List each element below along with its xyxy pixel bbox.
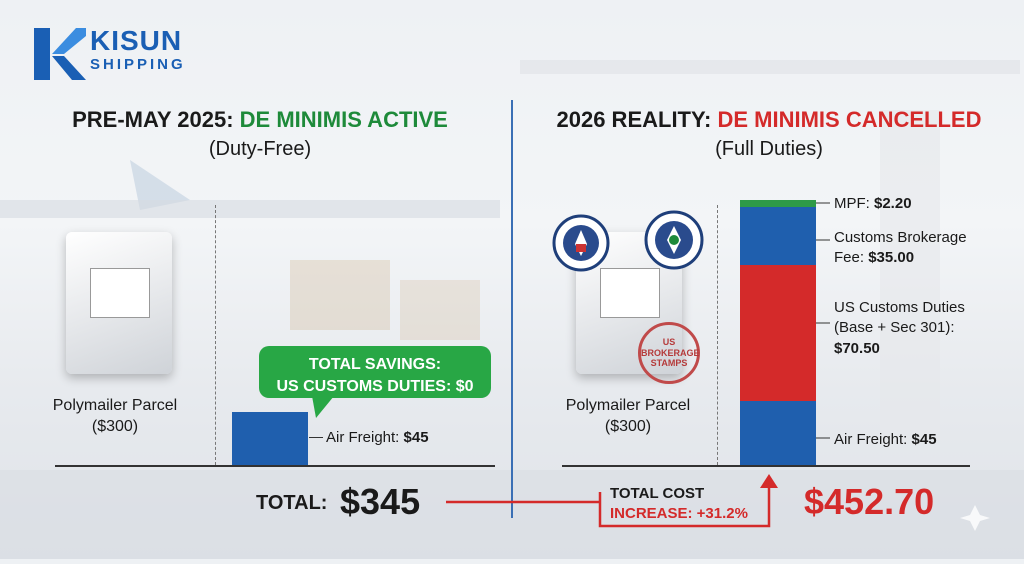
brokerage-stamp-icon: US BROKERAGE STAMPS xyxy=(638,322,700,384)
left-freight-text: Air Freight: xyxy=(326,429,404,446)
right-total-value: $452.70 xyxy=(804,481,935,522)
cost-increase-callout: TOTAL COST INCREASE: +31.2% xyxy=(610,484,748,523)
right-dashed-guide xyxy=(717,205,718,465)
brokerage-label: Customs Brokerage Fee: $35.00 xyxy=(834,228,967,269)
increase-arrow-icon xyxy=(446,470,791,530)
left-baseline xyxy=(55,465,495,467)
right-parcel-caption: Polymailer Parcel ($300) xyxy=(553,396,703,438)
left-air-freight-bar xyxy=(232,412,308,465)
left-parcel-image xyxy=(66,232,172,374)
dhs-seal-icon xyxy=(552,214,610,272)
stacked-cost-bar xyxy=(740,200,816,465)
left-parcel-caption: Polymailer Parcel ($300) xyxy=(40,396,190,438)
brand-subtitle: SHIPPING xyxy=(90,56,186,73)
duties-label: US Customs Duties (Base + Sec 301): $70.… xyxy=(834,298,965,359)
center-divider xyxy=(511,100,513,518)
segment-ticks xyxy=(816,195,832,445)
right-baseline xyxy=(562,465,970,467)
duties-value: $70.50 xyxy=(834,339,880,357)
right-air-freight-label: Air Freight: $45 xyxy=(834,430,937,450)
left-heading: PRE-MAY 2025: DE MINIMIS ACTIVE xyxy=(20,107,500,133)
right-parcel-value: ($300) xyxy=(604,417,652,435)
air-freight-segment xyxy=(740,401,816,465)
right-heading: 2026 REALITY: DE MINIMIS CANCELLED xyxy=(524,107,1014,133)
right-parcel-label: Polymailer Parcel xyxy=(565,397,691,414)
savings-callout-pointer xyxy=(312,396,334,420)
left-freight-value: $45 xyxy=(403,429,429,446)
left-parcel-label: Polymailer Parcel xyxy=(52,397,178,414)
mpf-segment xyxy=(740,200,816,207)
mpf-label: MPF: $2.20 xyxy=(834,194,912,214)
savings-line-1: TOTAL SAVINGS: xyxy=(308,356,442,373)
brand-logo-text: KISUN SHIPPING xyxy=(90,25,186,73)
left-parcel-value: ($300) xyxy=(91,417,139,435)
parcel-shipping-label xyxy=(90,268,150,318)
left-heading-prefix: PRE-MAY 2025: xyxy=(72,107,240,132)
increase-line-1: TOTAL COST xyxy=(610,485,705,502)
right-heading-highlight: DE MINIMIS CANCELLED xyxy=(717,107,982,132)
savings-callout: TOTAL SAVINGS: US CUSTOMS DUTIES: $0 xyxy=(259,346,491,398)
homeland-security-seal-icon xyxy=(644,210,704,270)
left-total-label: TOTAL: xyxy=(256,492,328,514)
left-air-freight-label: Air Freight: $45 xyxy=(326,428,429,448)
duties-text-2: (Base + Sec 301): xyxy=(834,319,955,337)
left-freight-tick xyxy=(309,437,323,438)
duties-segment xyxy=(740,265,816,401)
stamp-line-3: STAMPS xyxy=(650,358,688,369)
left-subheading: (Duty-Free) xyxy=(208,138,312,160)
brokerage-text-2: Fee: xyxy=(834,249,869,267)
savings-line-2: US CUSTOMS DUTIES: $0 xyxy=(276,377,474,395)
right-freight-text: Air Freight: xyxy=(834,431,912,448)
increase-line-2: INCREASE: +31.2% xyxy=(610,504,748,522)
kisun-logo-icon xyxy=(30,26,86,82)
stamp-line-2: BROKERAGE xyxy=(641,347,700,358)
brokerage-value: $35.00 xyxy=(868,249,915,267)
left-dashed-guide xyxy=(215,205,216,465)
mpf-value: $2.20 xyxy=(874,195,912,212)
stamp-line-1: US xyxy=(662,337,676,348)
brokerage-text-1: Customs Brokerage xyxy=(834,229,967,246)
brokerage-segment xyxy=(740,207,816,265)
mpf-text: MPF: xyxy=(834,195,874,212)
left-total-value: $345 xyxy=(340,481,421,522)
duties-text-1: US Customs Duties xyxy=(834,299,965,316)
brand-name: KISUN xyxy=(90,25,183,56)
right-parcel-shipping-label xyxy=(600,268,660,318)
right-heading-prefix: 2026 REALITY: xyxy=(556,107,718,132)
right-subheading: (Full Duties) xyxy=(715,138,823,160)
right-freight-value: $45 xyxy=(911,431,937,448)
left-heading-highlight: DE MINIMIS ACTIVE xyxy=(239,107,448,132)
